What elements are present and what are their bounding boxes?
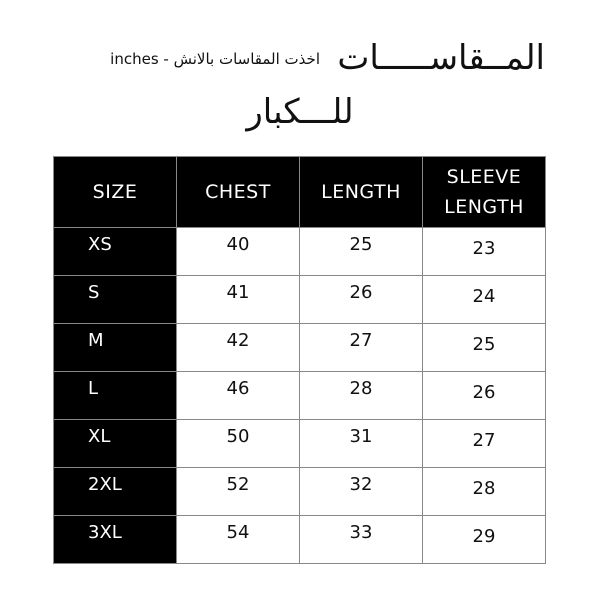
length-cell: 33 bbox=[299, 515, 423, 564]
chest-cell: 52 bbox=[176, 467, 300, 516]
sleeve-length-cell: 26 bbox=[422, 371, 546, 420]
table-row: L 46 28 26 bbox=[53, 371, 546, 420]
column-header-chest: CHEST bbox=[176, 156, 300, 228]
length-cell: 32 bbox=[299, 467, 423, 516]
size-cell: XS bbox=[53, 227, 177, 276]
chest-cell: 40 bbox=[176, 227, 300, 276]
page-subtitle: للـــكبار bbox=[246, 92, 354, 132]
table-row: 2XL 52 32 28 bbox=[53, 467, 546, 516]
chest-cell: 41 bbox=[176, 275, 300, 324]
column-header-length: LENGTH bbox=[299, 156, 423, 228]
chest-cell: 42 bbox=[176, 323, 300, 372]
length-cell: 27 bbox=[299, 323, 423, 372]
chest-cell: 50 bbox=[176, 419, 300, 468]
size-cell: L bbox=[53, 371, 177, 420]
chest-cell: 46 bbox=[176, 371, 300, 420]
sleeve-length-cell: 27 bbox=[422, 419, 546, 468]
size-cell: 2XL bbox=[53, 467, 177, 516]
sleeve-length-cell: 28 bbox=[422, 467, 546, 516]
chest-cell: 54 bbox=[176, 515, 300, 564]
length-cell: 28 bbox=[299, 371, 423, 420]
length-cell: 26 bbox=[299, 275, 423, 324]
sleeve-length-cell: 25 bbox=[422, 323, 546, 372]
sleeve-length-cell: 24 bbox=[422, 275, 546, 324]
table-row: M 42 27 25 bbox=[53, 323, 546, 372]
table-row: XS 40 25 23 bbox=[53, 227, 546, 276]
sleeve-length-cell: 23 bbox=[422, 227, 546, 276]
table-row: S 41 26 24 bbox=[53, 275, 546, 324]
column-header-sleeve-length: SLEEVE LENGTH bbox=[422, 156, 546, 228]
length-cell: 31 bbox=[299, 419, 423, 468]
table-row: 3XL 54 33 29 bbox=[53, 515, 546, 564]
column-header-size: SIZE bbox=[53, 156, 177, 228]
size-cell: S bbox=[53, 275, 177, 324]
table-header-row: SIZE CHEST LENGTH SLEEVE LENGTH bbox=[53, 156, 546, 228]
size-cell: XL bbox=[53, 419, 177, 468]
size-chart-table: SIZE CHEST LENGTH SLEEVE LENGTH XS 40 25 23… bbox=[53, 156, 546, 564]
units-note: اخذت المقاسات بالانش - inches bbox=[110, 50, 320, 68]
size-cell: 3XL bbox=[53, 515, 177, 564]
page-title: المــقاســـــات bbox=[337, 38, 545, 78]
size-cell: M bbox=[53, 323, 177, 372]
sleeve-length-cell: 29 bbox=[422, 515, 546, 564]
table-row: XL 50 31 27 bbox=[53, 419, 546, 468]
length-cell: 25 bbox=[299, 227, 423, 276]
